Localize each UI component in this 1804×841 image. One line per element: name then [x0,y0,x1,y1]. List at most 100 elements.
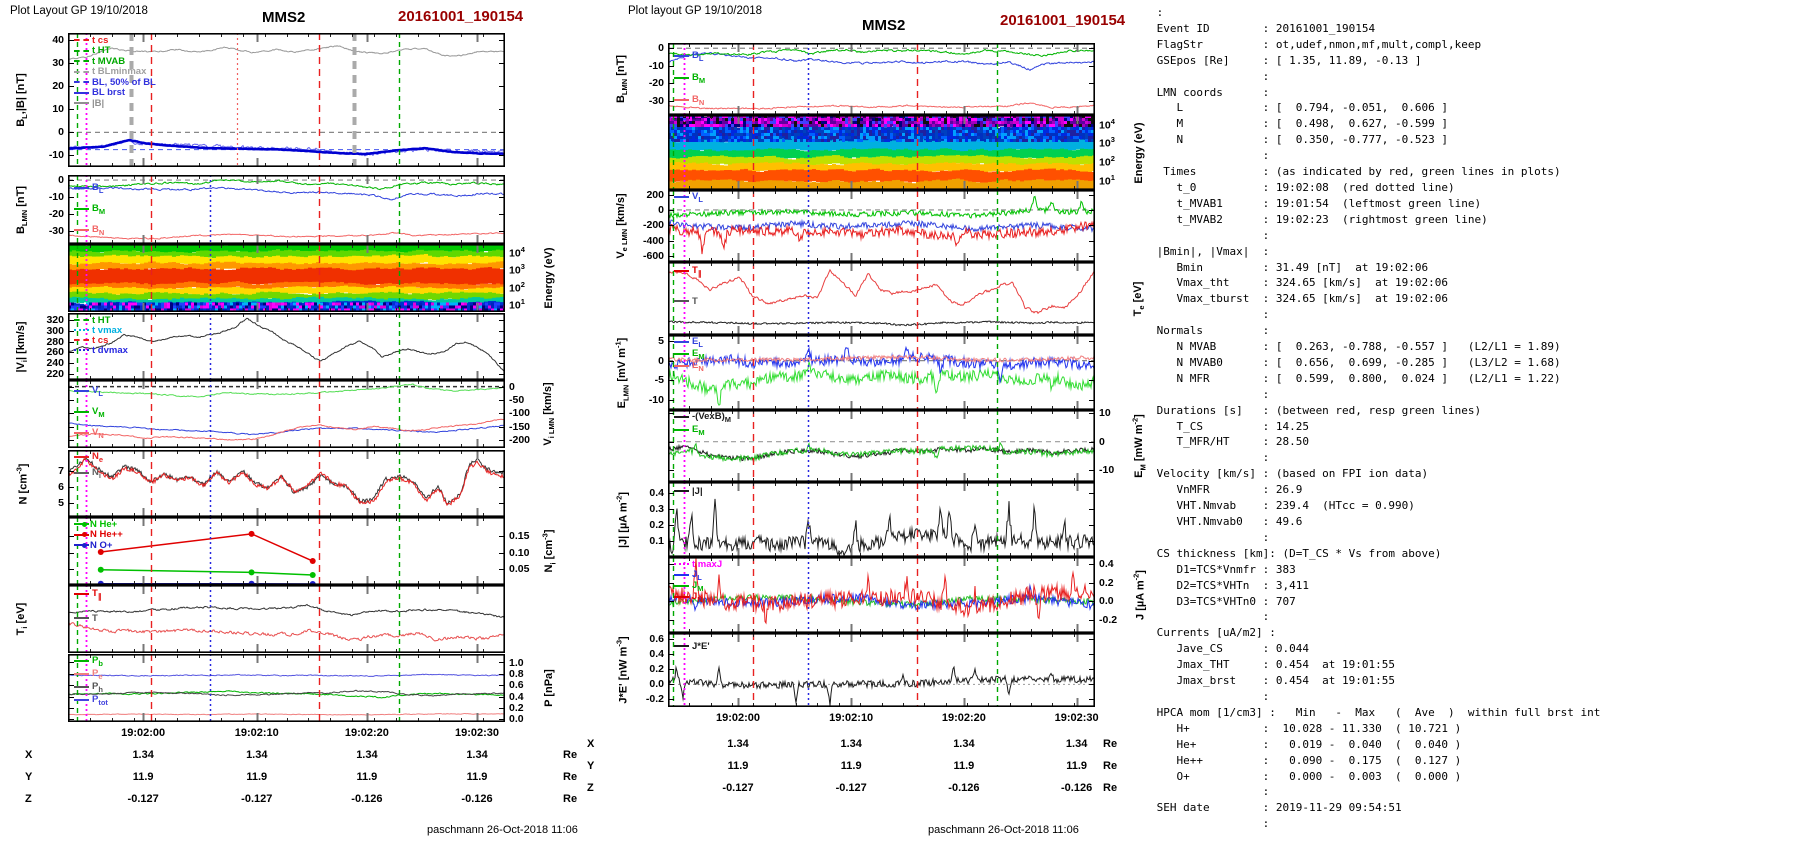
legend-label: BM [692,71,706,85]
legend-marker-dot [82,532,87,537]
y-axis-label: Ti [eV] [14,602,30,636]
plot-panel-b-lmn-m [668,43,1095,115]
legend-line-sample [674,365,689,367]
position-value: 11.9 [246,771,268,783]
plot-panel-ni-minor [68,517,505,585]
legend-label: J*E' [692,640,710,652]
left-footer: paschmann 26-Oct-2018 11:06 [427,824,578,836]
legend-line-sample [674,585,689,587]
y-tick-label-right: 102 [509,280,525,295]
legend-label: BL [692,49,704,63]
legend-label: VL [692,190,703,204]
time-tick-label: 19:02:00 [715,712,761,724]
legend-line-sample [674,55,689,57]
y-tick-label: 0 [658,354,664,367]
middle-event-id: 20161001_190154 [1000,12,1126,29]
legend-entry: BM [674,71,706,85]
y-tick-label: 320 [46,314,64,327]
legend-entry: t cs [74,335,108,346]
legend-entry: -(VexB)M [674,411,731,423]
position-value: -0.127 [835,782,867,794]
legend-line-sample [74,456,89,458]
y-axis-label-right: Vi LMN [km/s] [541,382,557,446]
legend-line-sample [674,574,689,576]
legend-line-sample [74,593,89,595]
pressure-canvas [68,654,505,722]
y-tick-label: -400 [642,234,664,247]
legend-line-sample [74,319,89,321]
y-tick-label-right: 10 [1099,406,1111,419]
y-tick-label: 10 [52,103,64,116]
legend-entry: Ptot [74,694,108,706]
legend-label: VL [92,384,103,398]
legend-entry: Pe [74,668,103,680]
legend-line-sample [674,341,689,343]
y-tick-label: 200 [646,188,664,201]
legend-entry: BM [74,203,105,215]
legend-line-sample [74,533,89,536]
y-tick-label: 260 [46,346,64,359]
y-tick-label-right: 0.8 [509,667,524,680]
position-value: 1.34 [727,738,749,750]
position-value: 11.9 [1066,760,1088,772]
te-canvas [668,262,1095,335]
position-row-label: Y [25,771,33,783]
legend-label: Ne [92,450,104,464]
legend-label: Ph [92,680,103,694]
y-tick-label: 280 [46,335,64,348]
legend-label: t dvmax [92,344,128,356]
position-value: -0.126 [1061,782,1093,794]
y-tick-label-right: 101 [1099,172,1115,188]
y-tick-label-right: 0 [1099,435,1105,448]
legend-label: JL [692,568,702,582]
y-tick-label-right: 0.0 [509,713,524,726]
y-axis-label: Ve LMN [km/s] [614,193,630,259]
legend-line-sample [674,416,689,418]
legend-line-sample [674,99,689,101]
legend-label: VM [92,405,105,419]
y-tick-label: 40 [52,33,64,46]
legend-label: N O+ [90,539,113,551]
y-tick-label: -600 [642,249,664,262]
position-value: 1.34 [246,749,268,761]
legend-label: T [692,295,698,307]
position-value: 11.9 [840,760,862,772]
time-tick-label: 19:02:20 [344,727,389,739]
y-tick-label-right: 0.0 [1099,595,1114,608]
plot-panel-te [668,262,1095,335]
position-value: 1.34 [356,749,378,761]
legend-entry: T∥ [674,265,702,277]
y-axis-label-right: Te [eV] [1131,281,1147,316]
y-tick-label-right: 104 [1099,116,1115,132]
legend-entry: EM [674,424,705,436]
jdote-canvas [668,633,1095,707]
legend-marker-dot [82,521,87,527]
y-axis-label: BL,|B| [nT] [14,73,30,127]
position-unit: Re [563,749,578,761]
legend-label: t HT [92,45,111,56]
left-plot-title: MMS2 [262,9,306,26]
legend-label: EN [692,359,704,373]
position-row-label: X [25,749,33,761]
y-tick-label: 220 [46,367,64,380]
legend-label: JM [692,579,704,593]
y-tick-label-right: 0.2 [509,701,524,714]
y-tick-label: 0.2 [649,663,664,676]
legend-label: t MVAB [92,55,126,67]
time-tick-label: 19:02:00 [121,727,166,739]
n-density-canvas [68,450,505,517]
y-tick-label: -10 [48,190,64,203]
b-lmn-canvas [68,175,505,244]
plot-panel-ti [68,585,505,653]
legend-entry: t BLminmax [74,66,146,77]
position-value: -0.127 [241,793,273,805]
j-lmn-canvas [668,557,1095,633]
left-plot-header: Plot Layout GP 19/10/2018 [10,5,148,17]
legend-entry: T [674,295,698,307]
plot-panel-jdote [668,633,1095,707]
legend-entry: J*E' [674,640,710,652]
b-lmn-m-canvas [668,43,1095,115]
legend-line-sample [674,490,689,492]
legend-entry: |J| [674,486,703,497]
legend-line-sample [674,429,689,431]
